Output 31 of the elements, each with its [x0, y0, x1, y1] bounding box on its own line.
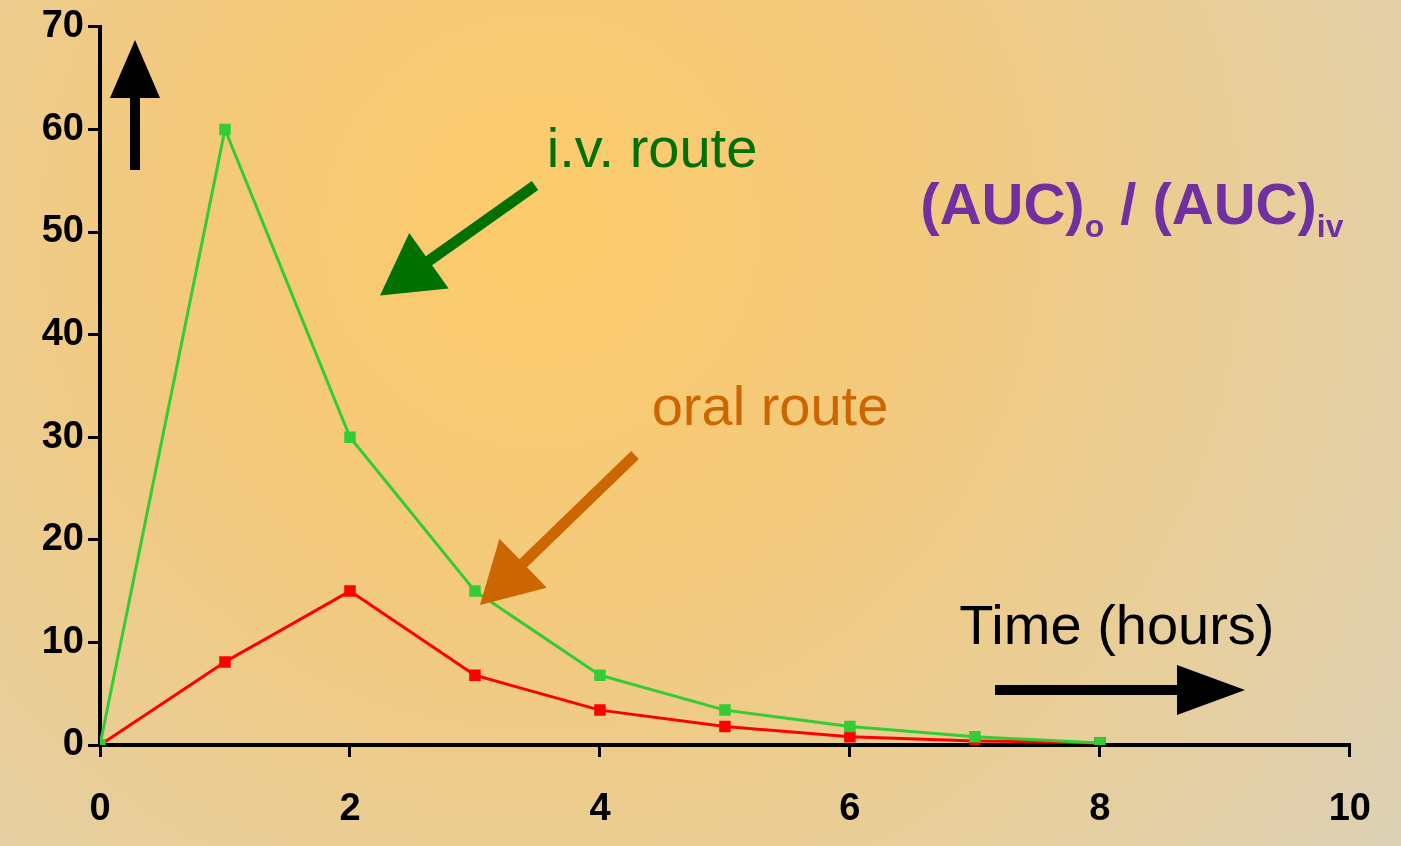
- annotation: i.v. route: [546, 116, 758, 180]
- y-tick-label: 20: [41, 516, 84, 559]
- y-tick-label: 40: [41, 311, 84, 354]
- y-tick-label: 10: [41, 618, 84, 661]
- annotation: oral route: [651, 374, 889, 438]
- point: [344, 431, 356, 443]
- point: [594, 704, 606, 716]
- point: [344, 585, 356, 597]
- y-tick-label: 70: [41, 3, 84, 46]
- point: [719, 720, 731, 733]
- y-tick-label: 50: [41, 208, 84, 251]
- y-tick-label: 0: [62, 721, 84, 764]
- y-tick-label: 60: [41, 105, 84, 148]
- point: [594, 669, 606, 681]
- point: [844, 720, 856, 733]
- point: [844, 731, 856, 743]
- point: [219, 123, 231, 136]
- x-tick-label: 10: [1328, 786, 1372, 829]
- x-tick-label: 8: [1089, 786, 1111, 829]
- point: [719, 704, 731, 716]
- point: [969, 731, 981, 743]
- x-tick-label: 6: [839, 786, 861, 829]
- x-tick-label: 2: [339, 786, 361, 829]
- x-tick-label: 0: [89, 786, 111, 829]
- x-tick-label: 4: [589, 786, 611, 829]
- point: [219, 656, 231, 668]
- annotation: (AUC)$_{o}$ / (AUC)$_{iv}$: [920, 171, 1344, 244]
- point: [469, 585, 481, 597]
- y-tick-label: 30: [41, 413, 84, 456]
- point: [469, 669, 481, 681]
- x-axis-title: Time (hours): [959, 593, 1275, 656]
